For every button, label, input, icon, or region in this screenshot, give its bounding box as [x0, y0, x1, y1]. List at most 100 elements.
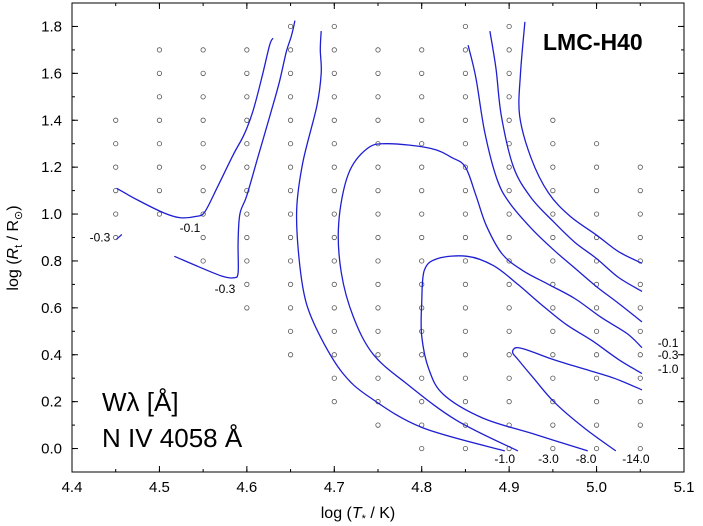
grid-point — [506, 94, 512, 100]
grid-point — [244, 70, 250, 76]
contour-label: -0.3 — [658, 348, 679, 362]
grid-point — [506, 70, 512, 76]
grid-point — [506, 352, 512, 358]
grid-point — [419, 164, 425, 170]
grid-point — [200, 188, 206, 194]
grid-point — [244, 94, 250, 100]
contour-label: -1.0 — [658, 362, 679, 376]
grid-point — [462, 258, 469, 264]
grid-point — [287, 94, 294, 100]
grid-point — [506, 375, 512, 381]
grid-point — [331, 164, 337, 170]
grid-point — [550, 422, 556, 428]
grid-point — [200, 164, 206, 170]
grid-point — [419, 399, 425, 405]
grid-point — [462, 422, 469, 428]
y-tick-label: 0.8 — [41, 253, 62, 270]
grid-point — [244, 141, 250, 147]
grid-point — [375, 375, 381, 381]
grid-point — [331, 188, 337, 194]
grid-point — [637, 375, 643, 381]
grid-point — [462, 188, 469, 194]
grid-point — [506, 188, 512, 194]
grid-point — [637, 211, 643, 217]
x-tick-label: 4.8 — [411, 479, 432, 496]
grid-point — [419, 211, 425, 217]
grid-point — [375, 258, 381, 264]
grid-point — [244, 117, 250, 123]
grid-point — [113, 164, 119, 170]
grid-point — [462, 445, 469, 452]
grid-point — [593, 399, 600, 405]
grid-point — [287, 305, 294, 311]
contour-line — [511, 346, 643, 452]
contour-label: -14.0 — [622, 452, 650, 466]
grid-point — [593, 164, 600, 170]
grid-point — [550, 445, 556, 452]
x-tick-label: 4.5 — [149, 479, 170, 496]
grid-point — [462, 23, 469, 30]
grid-point — [331, 305, 337, 311]
contour-label: -0.3 — [90, 231, 111, 245]
contour-line — [420, 255, 643, 452]
grid-point — [156, 141, 163, 147]
grid-point — [331, 281, 337, 287]
model-label: LMC-H40 — [543, 29, 643, 55]
contour-line — [337, 143, 643, 452]
grid-point — [244, 258, 250, 264]
grid-point — [593, 445, 600, 452]
grid-point — [550, 258, 556, 264]
grid-point — [331, 70, 337, 76]
grid-point — [244, 234, 250, 241]
grid-point — [375, 70, 381, 76]
grid-point — [419, 258, 425, 264]
grid-point — [287, 211, 294, 217]
y-tick-label: 1.0 — [41, 206, 62, 223]
x-tick-label: 5.0 — [586, 479, 607, 496]
grid-point — [375, 328, 381, 334]
grid-point — [375, 422, 381, 428]
grid-point — [462, 47, 469, 53]
grid-point — [506, 164, 512, 170]
grid-point — [200, 117, 206, 123]
contour-line — [518, 21, 643, 264]
grid-point — [506, 211, 512, 217]
grid-point — [287, 47, 294, 53]
x-tick-label: 4.4 — [62, 479, 83, 496]
grid-point — [331, 399, 337, 405]
y-tick-label: 1.4 — [41, 112, 62, 129]
grid-point — [637, 305, 643, 311]
grid-point — [113, 141, 119, 147]
grid-point — [506, 258, 512, 264]
grid-point — [156, 211, 163, 217]
grid-point — [331, 23, 337, 30]
contour-line — [174, 20, 296, 279]
grid-point — [244, 281, 250, 287]
grid-point — [419, 117, 425, 123]
grid-point — [244, 211, 250, 217]
grid-point — [331, 47, 337, 53]
grid-point — [156, 188, 163, 194]
grid-point — [331, 352, 337, 358]
grid-point — [419, 352, 425, 358]
grid-point — [200, 94, 206, 100]
grid-point — [200, 70, 206, 76]
grid-point — [244, 305, 250, 311]
grid-point — [156, 164, 163, 170]
model-grid-points — [113, 23, 643, 452]
grid-point — [506, 305, 512, 311]
grid-point — [593, 375, 600, 381]
grid-point — [375, 211, 381, 217]
grid-point — [287, 258, 294, 264]
grid-point — [331, 258, 337, 264]
x-tick-label: 4.9 — [499, 479, 520, 496]
grid-point — [550, 305, 556, 311]
grid-point — [375, 94, 381, 100]
grid-point — [506, 47, 512, 53]
grid-point — [419, 188, 425, 194]
grid-point — [287, 352, 294, 358]
grid-point — [375, 47, 381, 53]
grid-point — [419, 94, 425, 100]
grid-point — [550, 164, 556, 170]
grid-point — [550, 117, 556, 123]
